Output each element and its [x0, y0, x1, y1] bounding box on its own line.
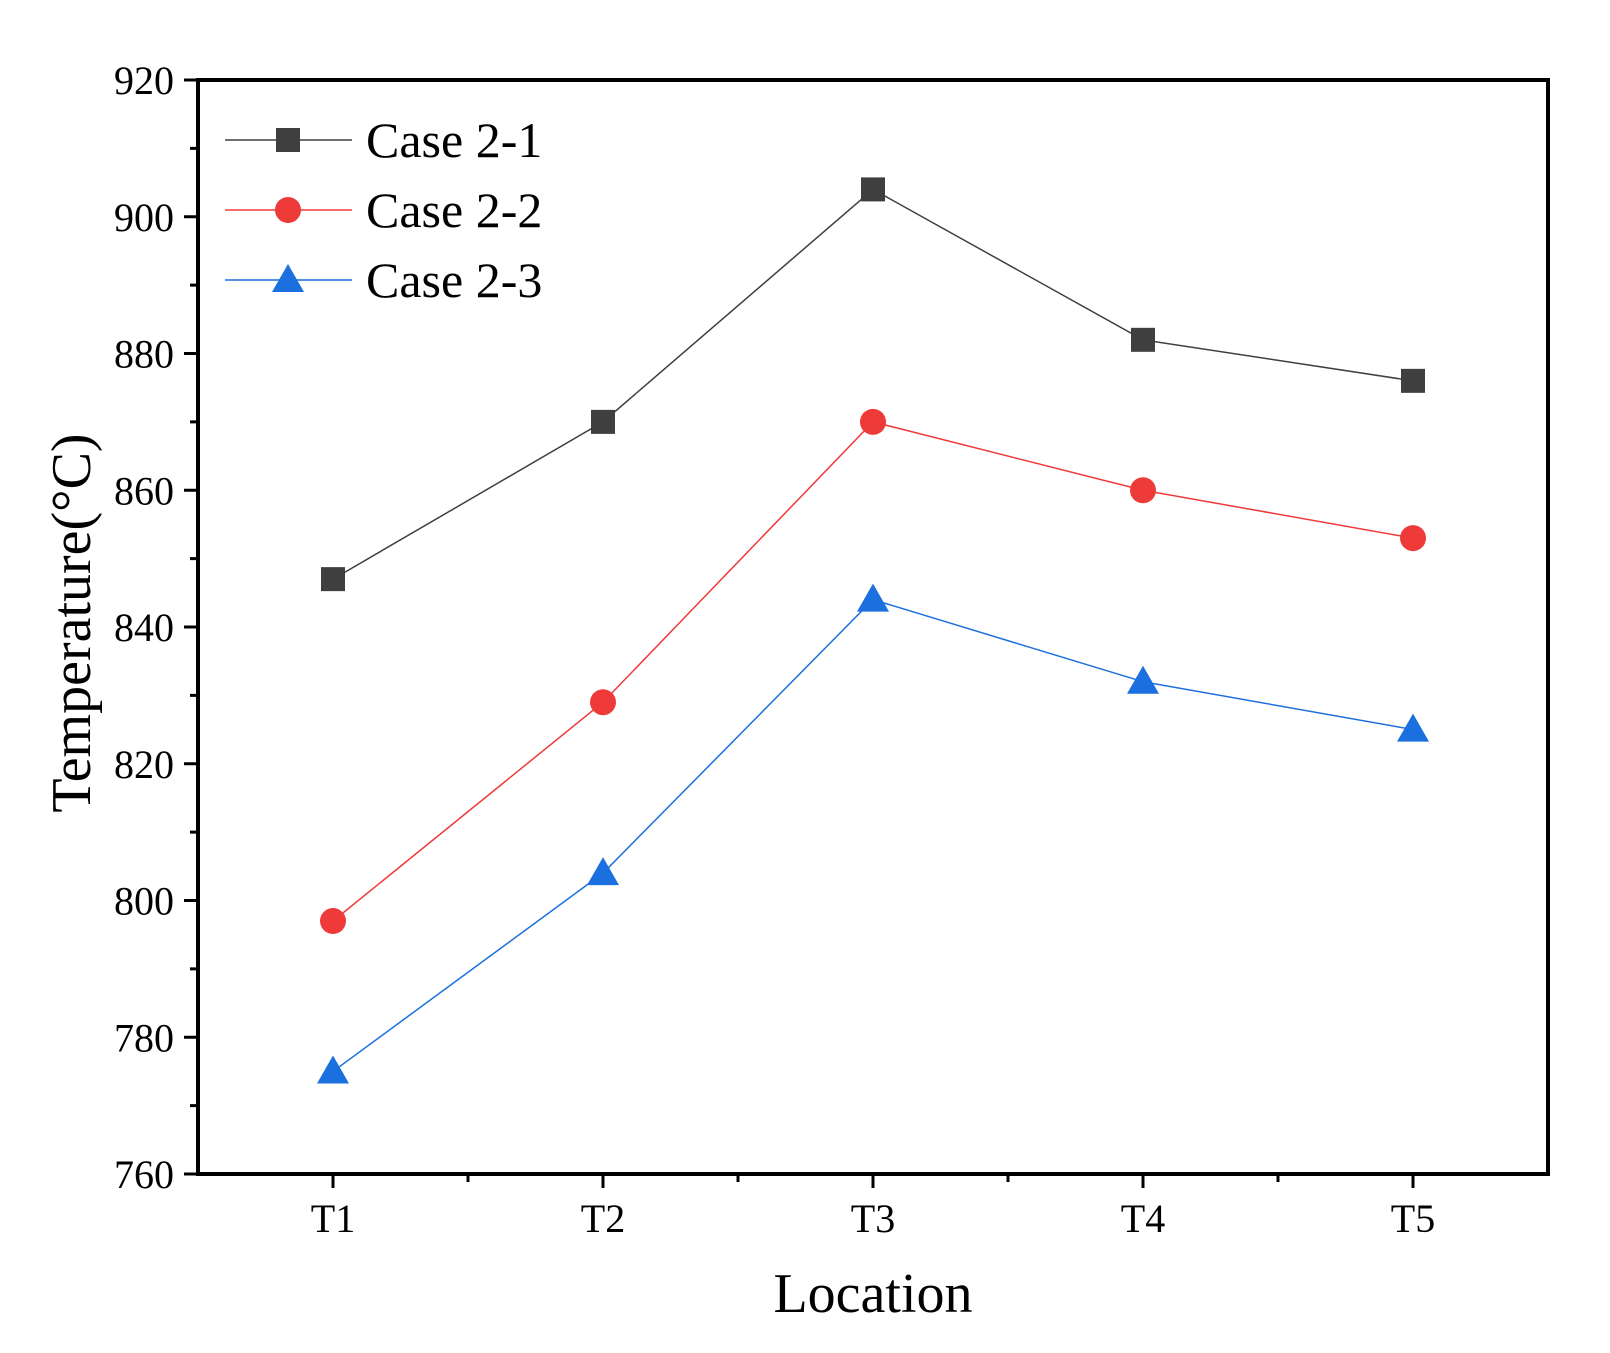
series-line: [332, 598, 1414, 1073]
series-1: [321, 177, 1425, 592]
plot-frame: [196, 78, 1550, 1176]
series-line: [332, 188, 1414, 580]
data-point: [317, 1055, 349, 1084]
y-tick-label: 760: [114, 1152, 174, 1197]
x-axis: T1 T2 T3 T4 T5: [311, 1174, 1435, 1241]
y-tick-label: 900: [114, 195, 174, 240]
legend-marker: [275, 197, 301, 223]
y-tick-label: 780: [114, 1015, 174, 1060]
legend: Case 2-1 Case 2-2 Case 2-3: [225, 112, 542, 308]
data-point: [861, 177, 885, 202]
legend-marker: [272, 264, 304, 292]
data-point: [321, 567, 345, 592]
data-point: [1401, 368, 1425, 393]
data-point: [587, 857, 619, 886]
series-line: [332, 421, 1414, 922]
x-tick-label: T3: [851, 1196, 895, 1241]
legend-item: Case 2-2: [225, 182, 542, 238]
x-tick-label: T4: [1121, 1196, 1165, 1241]
x-tick-label: T2: [581, 1196, 625, 1241]
plot-area: [317, 177, 1429, 1084]
legend-item: Case 2-3: [225, 252, 542, 308]
series-2: [320, 408, 1426, 935]
data-point: [1400, 525, 1426, 552]
legend-label: Case 2-3: [366, 252, 542, 308]
y-tick-label: 800: [114, 879, 174, 924]
data-point: [1130, 477, 1156, 504]
data-point: [857, 583, 889, 612]
y-tick-label: 840: [114, 605, 174, 650]
data-point: [1127, 665, 1159, 694]
legend-label: Case 2-1: [366, 112, 542, 168]
y-tick-label: 860: [114, 468, 174, 513]
series-3: [317, 583, 1429, 1084]
y-axis: 760 780 800 820 840 860 880 900 920: [114, 58, 198, 1197]
data-point: [1131, 327, 1155, 352]
y-tick-label: 820: [114, 742, 174, 787]
data-point: [320, 908, 346, 935]
x-axis-title: Location: [773, 1263, 972, 1325]
y-tick-label: 880: [114, 332, 174, 377]
legend-marker: [276, 128, 300, 152]
y-tick-label: 920: [114, 58, 174, 103]
data-point: [591, 409, 615, 434]
data-point: [1397, 713, 1429, 742]
legend-label: Case 2-2: [366, 182, 542, 238]
legend-item: Case 2-1: [225, 112, 542, 168]
data-point: [860, 408, 886, 435]
x-tick-label: T5: [1391, 1196, 1435, 1241]
y-axis-title: Temperature(°C): [41, 433, 103, 812]
data-point: [590, 689, 616, 716]
x-tick-label: T1: [311, 1196, 355, 1241]
